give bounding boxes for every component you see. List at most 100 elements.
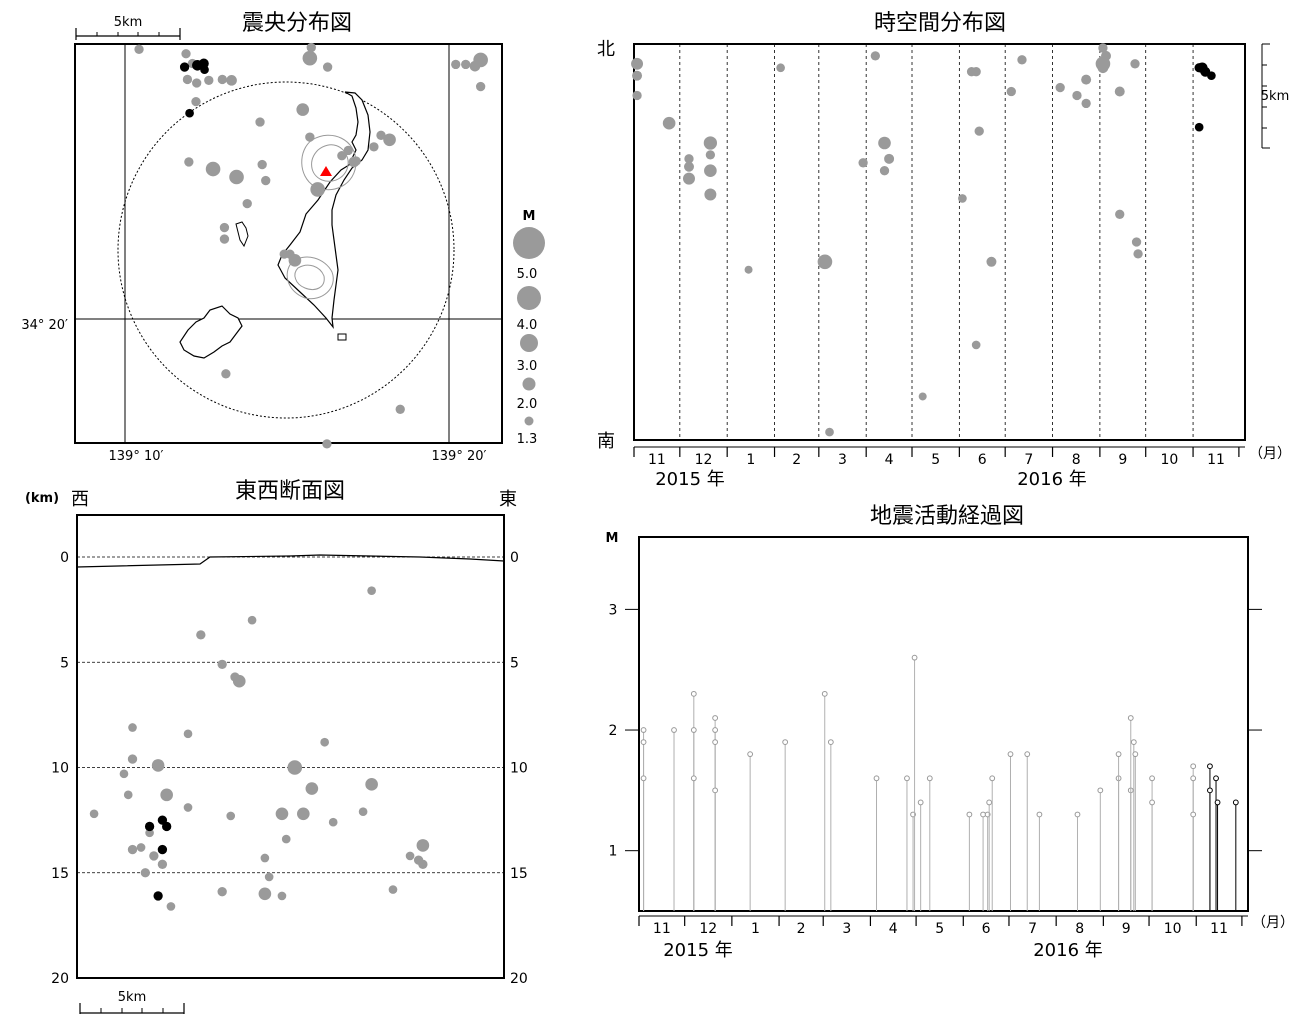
epicenter-point: [219, 222, 230, 233]
epicenter-point: [192, 78, 202, 88]
recent-event-head: [1207, 787, 1213, 794]
timespace-point: [1006, 86, 1016, 97]
section-scale-label: 5km: [118, 990, 146, 1005]
hypocenter-point: [183, 729, 193, 739]
recent-epicenter-point: [185, 108, 194, 118]
mt-month-label: 5: [935, 921, 944, 937]
hypocenter-point: [157, 859, 168, 869]
mt-month-label: 8: [1075, 921, 1084, 937]
epicenter-point: [181, 49, 191, 59]
legend-title: M: [523, 209, 536, 224]
recent-timespace-point: [1194, 122, 1204, 132]
timespace-point: [704, 164, 717, 178]
mt-month-unit: （月）: [1252, 915, 1294, 931]
epicenter-point: [221, 369, 231, 379]
timespace-frame: [633, 43, 1246, 441]
legend-label-1: 1.3: [517, 432, 538, 447]
event-head: [782, 739, 789, 745]
hypocenter-point: [151, 759, 165, 772]
timespace-month-gridlines: [679, 44, 1194, 440]
legend-label-2: 2.0: [517, 397, 538, 412]
event-head: [671, 727, 677, 733]
timespace-point: [870, 51, 881, 61]
section-title: 東西断面図: [235, 479, 345, 504]
depth-tick-label-left: 5: [60, 655, 69, 671]
timespace-point: [705, 150, 716, 160]
hypocenter-point: [258, 887, 272, 901]
mt-month-label: 6: [982, 921, 991, 937]
depth-tick-label-left: 10: [51, 761, 69, 777]
event-head: [1190, 775, 1197, 782]
event-head: [1115, 751, 1122, 758]
hypocenter-point: [275, 807, 289, 821]
hypocenter-point: [232, 674, 246, 688]
timespace-point: [884, 153, 895, 164]
event-head: [1190, 763, 1197, 770]
hypocenter-point: [196, 630, 206, 640]
epicenter-point: [134, 44, 144, 54]
event-head: [1130, 739, 1137, 745]
timespace-point: [1098, 43, 1108, 53]
event-head: [917, 799, 924, 806]
hypocenter-point: [217, 659, 227, 670]
timespace-point: [776, 63, 785, 73]
epicenter-point: [296, 103, 310, 116]
timespace-scale-label: 5km: [1261, 89, 1289, 104]
epicenter-point: [306, 42, 316, 53]
topography-profile: [76, 554, 505, 568]
epicenter-point: [226, 75, 237, 86]
event-head: [1036, 811, 1043, 818]
epicenter-point: [305, 132, 315, 142]
hypocenter-point: [123, 790, 133, 800]
recent-event-head: [1214, 799, 1221, 806]
recent-hypocenter-point: [153, 891, 163, 901]
event-head: [1190, 811, 1197, 818]
islet-outline: [235, 221, 249, 248]
timespace-point: [631, 57, 644, 70]
depth-tick-label-right: 5: [510, 655, 519, 671]
mt-plot: 地震活動経過図 M 123 11 12 1 2 3 4 5 6 7 8 9 10 11 （月） 2015…: [606, 504, 1294, 961]
hypocenter-point: [405, 851, 415, 861]
map-lon-label-2: 139° 20′: [432, 449, 487, 464]
north-label: 北: [597, 39, 615, 60]
timespace-point: [1072, 90, 1082, 101]
timespace-point: [632, 70, 643, 81]
timespace-point: [1131, 237, 1142, 247]
timespace-month-label: 1: [746, 452, 755, 468]
epicenter-point: [343, 145, 353, 156]
mt-frame: [638, 536, 1249, 912]
depth-tick-label-left: 15: [51, 866, 69, 882]
timespace-month-label: 5: [931, 452, 940, 468]
timespace-point: [684, 161, 694, 172]
epicenter-point: [255, 117, 265, 127]
event-head: [1127, 715, 1134, 721]
recent-event-head: [1207, 763, 1213, 770]
hypocenter-point: [320, 737, 329, 747]
hypocenter-point: [145, 828, 154, 838]
hypocenter-point: [136, 843, 146, 852]
timespace-point: [1081, 74, 1092, 85]
volcano-triangle-icon: [320, 166, 332, 176]
mt-month-label: 3: [842, 921, 851, 937]
event-head: [989, 775, 996, 782]
legend-label-4: 4.0: [517, 318, 538, 333]
hypocenter-point: [127, 844, 138, 855]
map-lon-label-1: 139° 10′: [109, 449, 164, 464]
event-head: [827, 739, 834, 745]
timespace-time-axis: 11 12 1 2 3 4 5 6 7 8 9 10 11: [633, 446, 1245, 468]
timespace-point: [958, 194, 967, 203]
timespace-scale-bar: 5km: [1261, 43, 1289, 149]
event-head: [712, 715, 719, 721]
epicenter-point: [475, 81, 486, 92]
timespace-point: [1101, 50, 1111, 61]
timespace-point: [1081, 98, 1091, 109]
contour-line: [301, 134, 357, 191]
timespace-month-label: 11: [1207, 452, 1225, 468]
hypocenter-point: [297, 807, 310, 821]
depth-tick-label-left: 20: [51, 971, 69, 987]
contour-line: [311, 144, 349, 182]
timespace-point: [632, 90, 642, 101]
hypocenter-point: [128, 723, 137, 732]
timespace-month-label: 11: [648, 452, 666, 468]
mt-month-label: 12: [699, 921, 717, 937]
